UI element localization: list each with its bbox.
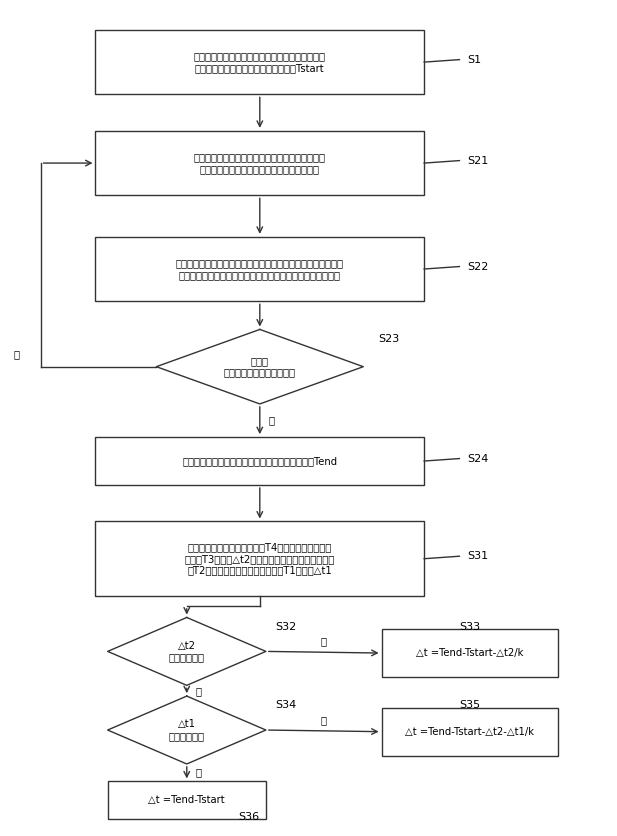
Text: S33: S33 (459, 622, 481, 631)
Text: S36: S36 (239, 812, 260, 822)
Text: △t =Tend-Tstart-△t2-△t1/k: △t =Tend-Tstart-△t2-△t1/k (405, 726, 534, 737)
Text: 在测试设备扫描到蓝牙设备时自动与该蓝牙设备进
行蓝牙连接，记录蓝牙连接的开始时刻Tstart: 在测试设备扫描到蓝牙设备时自动与该蓝牙设备进 行蓝牙连接，记录蓝牙连接的开始时刻… (194, 51, 326, 73)
Text: S1: S1 (466, 54, 481, 64)
Text: S22: S22 (466, 262, 488, 272)
FancyBboxPatch shape (96, 130, 424, 196)
Text: 是: 是 (321, 715, 327, 725)
Text: 是: 是 (269, 415, 275, 426)
Text: 是: 是 (321, 636, 327, 646)
Text: 否: 否 (196, 686, 202, 696)
FancyBboxPatch shape (381, 708, 558, 756)
Text: S24: S24 (466, 454, 488, 463)
Text: 标志位
标识蓝牙连接界面发生变化: 标志位 标识蓝牙连接界面发生变化 (224, 356, 296, 378)
Text: S31: S31 (466, 551, 488, 561)
Text: 发送查询指令至测试设备，查询测试设备的蓝牙连
接界面是否变化，并记录查询指令的发送时刻: 发送查询指令至测试设备，查询测试设备的蓝牙连 接界面是否变化，并记录查询指令的发… (194, 152, 326, 174)
Text: △t =Tend-Tstart-△t2/k: △t =Tend-Tstart-△t2/k (416, 648, 523, 658)
Text: S21: S21 (466, 155, 488, 166)
Text: 否: 否 (14, 349, 19, 359)
Text: △t2
大于设定阈值: △t2 大于设定阈值 (169, 640, 205, 662)
Text: S32: S32 (275, 622, 296, 631)
FancyBboxPatch shape (107, 782, 266, 819)
Text: S35: S35 (459, 701, 481, 711)
Text: 停止发送查询指令，本次响应指令的接收时刻即为Tend: 停止发送查询指令，本次响应指令的接收时刻即为Tend (182, 456, 337, 466)
Text: S34: S34 (275, 701, 296, 711)
Text: 否: 否 (196, 767, 202, 777)
Text: 计算本次响应指令的接收时刻T4与本次查询指令的发
送时刻T3的差值△t2，以及上一次响应指令的接收时
刻T2与上一次查询指令的发送时刻T1的差值△t1: 计算本次响应指令的接收时刻T4与本次查询指令的发 送时刻T3的差值△t2，以及上… (184, 542, 335, 575)
FancyBboxPatch shape (96, 522, 424, 596)
FancyBboxPatch shape (381, 629, 558, 677)
Text: 接收测试设备发送的响应指令，并记录响应指令的接收时刻，响
应指令中包含有用于标识蓝牙连接界面是否发生变化的标志位: 接收测试设备发送的响应指令，并记录响应指令的接收时刻，响 应指令中包含有用于标识… (176, 258, 344, 280)
FancyBboxPatch shape (96, 437, 424, 485)
Text: △t1
大于设定阈值: △t1 大于设定阈值 (169, 719, 205, 741)
Text: S23: S23 (378, 334, 400, 344)
Text: △t =Tend-Tstart: △t =Tend-Tstart (149, 795, 225, 805)
FancyBboxPatch shape (96, 30, 424, 94)
FancyBboxPatch shape (96, 237, 424, 301)
